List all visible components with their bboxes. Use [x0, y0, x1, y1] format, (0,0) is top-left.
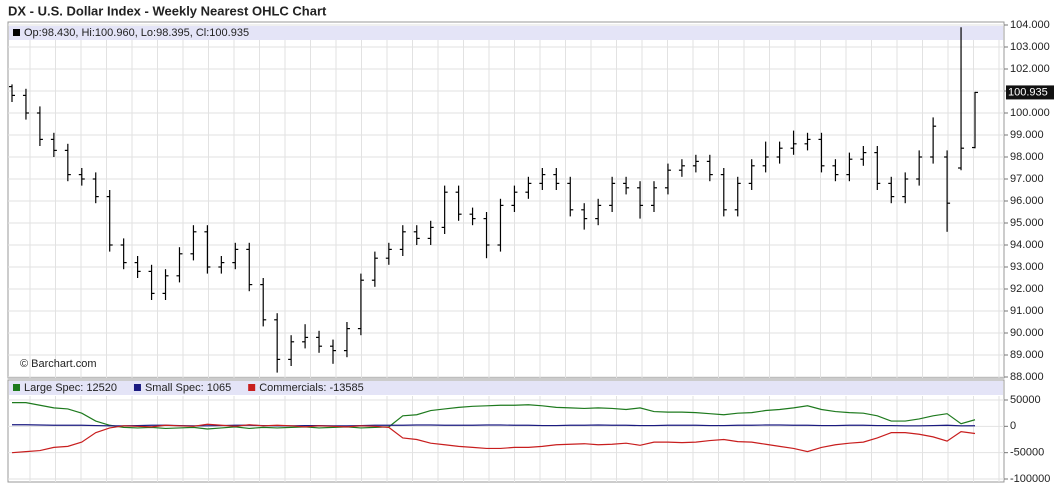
cot-line: [12, 402, 976, 430]
y-tick-label: 97.000: [1010, 173, 1044, 185]
y-tick-label: 90.000: [1010, 327, 1044, 339]
y-tick-label: 93.000: [1010, 261, 1044, 273]
cot-line: [11, 423, 976, 454]
y-tick-label: 102.000: [1010, 63, 1050, 75]
y-tick-label: 0: [1010, 420, 1016, 432]
y-tick-label: 100.000: [1010, 107, 1050, 119]
y-tick-label: 88.000: [1010, 371, 1044, 383]
price-panel: [7, 21, 1005, 379]
readout-band: [9, 26, 1003, 40]
legend-label: Commercials: -13585: [259, 382, 364, 394]
y-tick-label: 94.000: [1010, 239, 1044, 251]
legend-label: Small Spec: 1065: [145, 382, 231, 394]
legend-label: Large Spec: 12520: [24, 382, 117, 394]
chart-title: DX - U.S. Dollar Index - Weekly Nearest …: [8, 3, 327, 18]
y-tick-label: 98.000: [1010, 151, 1044, 163]
y-tick-label: 96.000: [1010, 195, 1044, 207]
legend-band: [9, 381, 1003, 395]
y-tick-label: 104.000: [1010, 19, 1050, 31]
y-tick-label: 103.000: [1010, 41, 1050, 53]
y-tick-label: -100000: [1010, 473, 1050, 484]
y-tick-label: -50000: [1010, 447, 1044, 459]
last-price-label: 100.935: [1008, 86, 1048, 98]
y-tick-label: 91.000: [1010, 305, 1044, 317]
legend-swatch: [13, 384, 20, 391]
ohlc-readout: Op:98.430, Hi:100.960, Lo:98.395, Cl:100…: [24, 27, 249, 39]
marks: [9, 27, 978, 454]
y-tick-label: 92.000: [1010, 283, 1044, 295]
y-tick-label: 50000: [1010, 394, 1041, 406]
readout-swatch: [13, 29, 20, 36]
cot-panel: [7, 379, 1005, 483]
legend-swatch: [133, 384, 141, 391]
legend-swatch: [248, 384, 256, 391]
y-tick-label: 89.000: [1010, 349, 1044, 361]
y-tick-label: 99.000: [1010, 129, 1044, 141]
credit: © Barchart.com: [20, 358, 97, 370]
grid: [8, 24, 1004, 482]
last-price-box: [1006, 85, 1054, 100]
y-tick-label: 95.000: [1010, 217, 1044, 229]
